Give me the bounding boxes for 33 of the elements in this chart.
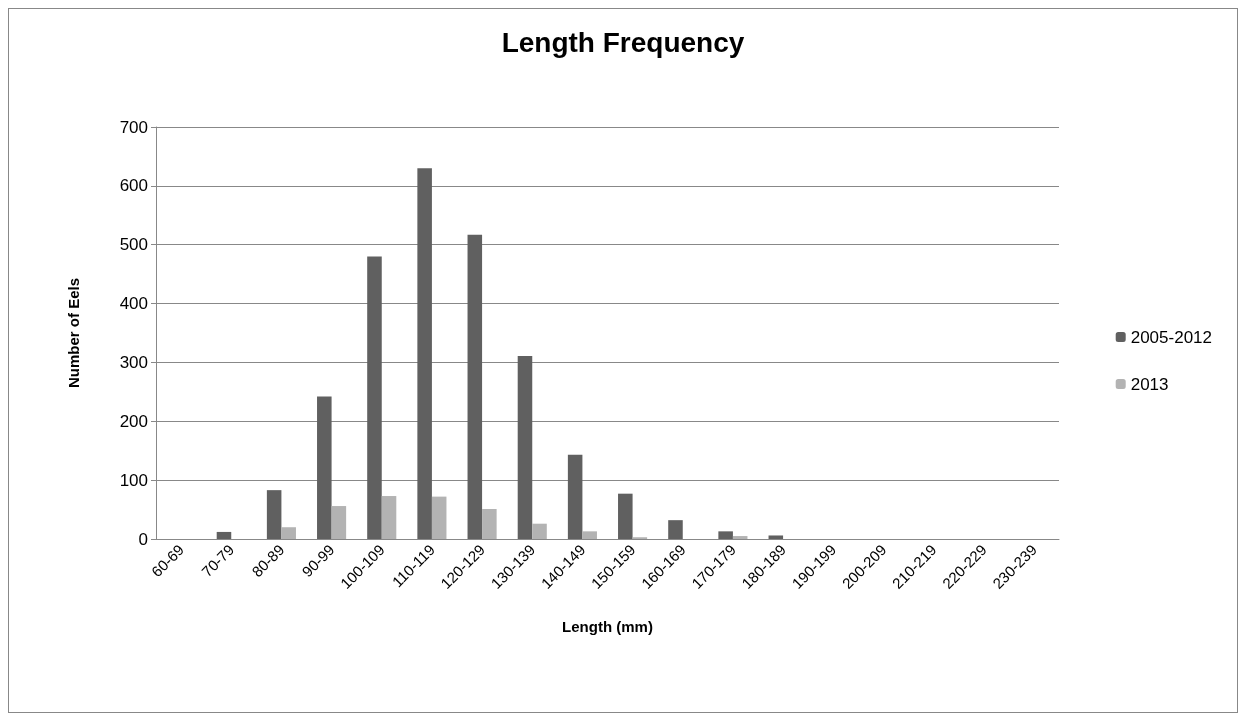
bar bbox=[317, 396, 332, 539]
bar bbox=[517, 355, 533, 539]
y-tick-label: 100 bbox=[119, 470, 148, 490]
bar bbox=[582, 531, 597, 539]
bar bbox=[216, 531, 232, 539]
bar bbox=[718, 531, 733, 539]
y-axis-title: Number of Eels bbox=[65, 277, 82, 389]
bar bbox=[532, 523, 547, 539]
y-tick-label: 300 bbox=[119, 352, 148, 372]
bar bbox=[618, 493, 633, 539]
bar bbox=[567, 454, 583, 539]
bar bbox=[668, 520, 683, 539]
bar bbox=[367, 256, 382, 539]
bar bbox=[431, 496, 447, 539]
bar bbox=[281, 527, 296, 539]
bar bbox=[266, 490, 282, 539]
bar bbox=[467, 234, 483, 539]
chart-title: Length Frequency bbox=[501, 26, 745, 58]
bar bbox=[768, 535, 784, 539]
bar bbox=[732, 536, 748, 539]
bar bbox=[417, 168, 432, 539]
y-tick-label: 500 bbox=[119, 235, 148, 255]
y-tick-label: 600 bbox=[119, 176, 148, 196]
legend-label: 2013 bbox=[1130, 374, 1169, 394]
y-tick-label: 200 bbox=[119, 411, 148, 431]
y-tick-label: 700 bbox=[119, 117, 148, 137]
legend-label: 2005-2012 bbox=[1130, 327, 1213, 347]
bar bbox=[381, 496, 397, 539]
bar bbox=[331, 506, 347, 539]
bar bbox=[482, 508, 497, 539]
y-tick-label: 0 bbox=[138, 529, 148, 549]
y-tick-label: 400 bbox=[119, 294, 148, 314]
x-axis-title: Length (mm) bbox=[562, 618, 653, 635]
